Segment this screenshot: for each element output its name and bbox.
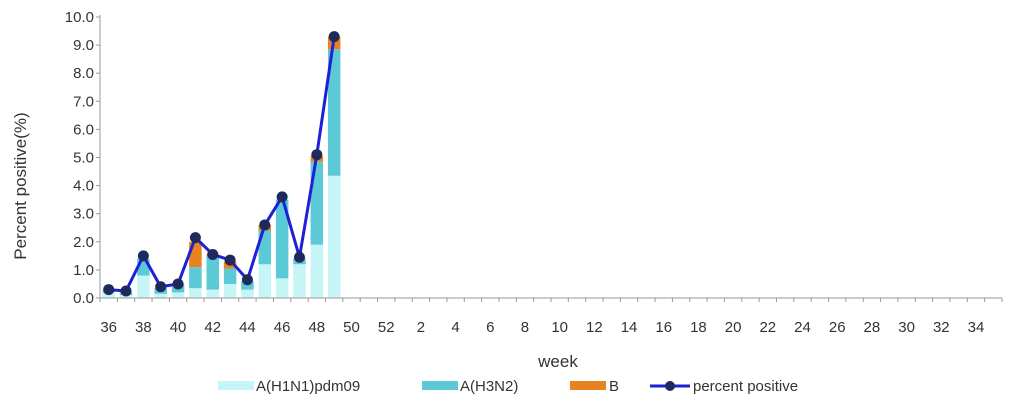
percent-positive-point <box>293 251 305 263</box>
legend-label-b: B <box>609 378 619 395</box>
bar-segment-h3n2 <box>206 255 219 290</box>
y-tick-label: 8.0 <box>73 65 94 82</box>
y-tick-label: 3.0 <box>73 206 94 223</box>
bar-segment-h3n2 <box>327 49 341 176</box>
x-tick-label: 4 <box>451 319 459 336</box>
bar-segment-h3n2 <box>275 199 289 279</box>
x-tick-label: 22 <box>759 319 776 336</box>
y-tick-label: 0.0 <box>73 290 94 307</box>
legend-swatch-h1n1 <box>218 381 254 390</box>
x-tick-label: 24 <box>794 319 811 336</box>
bar-segment-h1n1 <box>137 275 150 298</box>
percent-positive-point <box>224 254 236 266</box>
bar-segment-h1n1 <box>171 292 185 298</box>
x-axis-title: week <box>537 352 578 371</box>
percent-positive-point <box>241 274 253 286</box>
percent-positive-line <box>108 36 336 293</box>
y-tick-label: 5.0 <box>73 150 94 167</box>
x-ticks: 36 38 40 42 44 46 48 50 52 2 4 6 8 10 12 14 16 18 20 22 24 26… <box>99 298 1003 336</box>
x-tick-label: 26 <box>829 319 846 336</box>
bar-segment-h1n1 <box>310 244 324 298</box>
percent-positive-point <box>276 191 288 203</box>
y-tick-label: 9.0 <box>73 37 94 54</box>
percent-positive-point <box>120 285 132 297</box>
percent-positive-point <box>137 250 149 262</box>
bar-segment-h1n1 <box>119 295 133 298</box>
x-tick-label: 52 <box>378 319 395 336</box>
x-tick-label: 2 <box>417 319 425 336</box>
x-tick-label: 32 <box>933 319 950 336</box>
y-tick-label: 4.0 <box>73 178 94 195</box>
percent-positive-point <box>259 219 271 231</box>
legend-marker-percent <box>665 381 675 391</box>
x-tick-label: 8 <box>521 319 529 336</box>
legend-label-percent: percent positive <box>693 378 798 395</box>
percent-positive-point <box>155 281 167 293</box>
x-tick-label: 42 <box>204 319 221 336</box>
x-tick-label: 36 <box>100 319 117 336</box>
bar-segment-h1n1 <box>154 293 167 298</box>
x-tick-label: 38 <box>135 319 152 336</box>
bar-segment-h3n2 <box>189 267 202 289</box>
bar-segment-h1n1 <box>293 264 306 298</box>
bar-segment-h1n1 <box>102 292 115 298</box>
x-tick-label: 12 <box>586 319 603 336</box>
percent-positive-point <box>311 149 323 161</box>
y-tick-label: 7.0 <box>73 93 94 110</box>
y-tick-label: 2.0 <box>73 234 94 251</box>
x-tick-label: 44 <box>239 319 256 336</box>
x-tick-label: 16 <box>655 319 672 336</box>
percent-positive-point <box>207 248 219 260</box>
percent-positive-point <box>172 278 184 290</box>
x-tick-label: 50 <box>343 319 360 336</box>
bar-segment-h1n1 <box>327 175 341 298</box>
bar-segment-h3n2 <box>310 161 324 245</box>
legend: A(H1N1)pdm09 A(H3N2) B percent positive <box>218 378 798 395</box>
legend-label-h1n1: A(H1N1)pdm09 <box>256 378 360 395</box>
percent-positive-point <box>328 31 340 43</box>
axes-layer <box>99 15 1002 299</box>
bar-segment-h1n1 <box>189 288 202 298</box>
y-ticks: 0.0 1.0 2.0 3.0 4.0 5.0 6.0 7.0 8.0 9.0 10.0 <box>65 9 100 307</box>
y-tick-label: 6.0 <box>73 121 94 138</box>
bar-segment-h1n1 <box>258 264 272 298</box>
percent-positive-point <box>189 232 201 244</box>
x-tick-label: 34 <box>968 319 985 336</box>
x-tick-label: 14 <box>621 319 638 336</box>
x-tick-label: 48 <box>308 319 325 336</box>
bar-segment-h3n2 <box>223 268 237 284</box>
x-tick-label: 28 <box>864 319 881 336</box>
y-tick-label: 10.0 <box>65 9 94 26</box>
bar-segment-h1n1 <box>206 289 219 298</box>
x-tick-label: 30 <box>898 319 915 336</box>
legend-label-h3n2: A(H3N2) <box>460 378 518 395</box>
x-tick-label: 18 <box>690 319 707 336</box>
bar-segment-h1n1 <box>223 283 237 298</box>
x-tick-label: 10 <box>551 319 568 336</box>
legend-swatch-b <box>570 381 606 390</box>
bar-segment-h1n1 <box>241 289 254 298</box>
x-tick-label: 46 <box>274 319 291 336</box>
percent-positive-point <box>103 284 115 296</box>
bar-segment-h3n2 <box>241 281 254 290</box>
y-tick-label: 1.0 <box>73 262 94 279</box>
y-axis-title: Percent positive(%) <box>11 112 30 259</box>
bar-segment-h1n1 <box>275 278 289 298</box>
legend-swatch-h3n2 <box>422 381 458 390</box>
x-tick-label: 20 <box>725 319 742 336</box>
line-layer <box>103 31 340 297</box>
x-tick-label: 6 <box>486 319 494 336</box>
x-tick-label: 40 <box>170 319 187 336</box>
